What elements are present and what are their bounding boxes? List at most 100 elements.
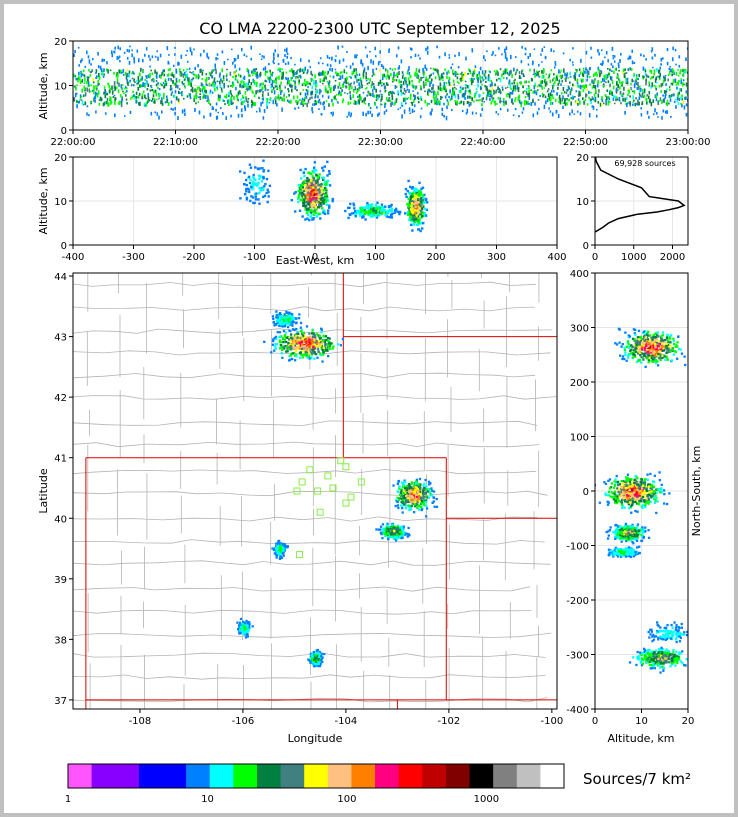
source-point (597, 66, 600, 71)
source-point (451, 93, 453, 98)
source-point (595, 71, 598, 75)
source-point (295, 327, 298, 331)
source-point (292, 320, 295, 324)
source-point (215, 69, 217, 75)
source-point (278, 67, 280, 71)
source-point (79, 77, 81, 81)
source-point (299, 92, 302, 96)
source-point (285, 77, 287, 79)
source-point (397, 479, 401, 483)
source-point (375, 67, 378, 70)
source-point (431, 108, 433, 112)
source-point (77, 46, 80, 49)
source-point (409, 494, 412, 497)
source-point (79, 80, 82, 85)
source-point (129, 79, 132, 82)
source-point (145, 97, 147, 100)
source-point (631, 49, 633, 53)
source-point (246, 68, 249, 72)
source-point (291, 339, 294, 342)
source-point (113, 50, 116, 54)
source-point (406, 488, 409, 492)
source-point (479, 76, 481, 80)
source-point (319, 88, 321, 94)
source-point (626, 103, 628, 108)
source-point (403, 479, 406, 482)
source-point (596, 108, 598, 111)
source-point (440, 74, 443, 79)
source-point (484, 73, 486, 76)
source-point (183, 108, 186, 113)
source-point (474, 93, 476, 97)
source-point (312, 210, 315, 213)
source-point (337, 45, 339, 50)
county-line (73, 441, 540, 448)
source-point (413, 500, 416, 503)
source-point (417, 228, 420, 231)
source-point (191, 51, 193, 56)
source-point (600, 80, 603, 83)
source-point (492, 97, 495, 100)
source-point (515, 71, 517, 74)
source-point (557, 83, 560, 86)
source-point (633, 84, 636, 89)
source-point (613, 55, 616, 58)
source-point (325, 192, 328, 195)
source-point (473, 78, 475, 80)
source-point (232, 61, 234, 65)
source-point (303, 180, 306, 183)
source-point (489, 70, 491, 74)
source-point (244, 105, 246, 109)
source-point (213, 77, 216, 81)
source-point (102, 75, 105, 78)
source-point (314, 82, 317, 85)
source-point (540, 53, 542, 56)
source-point (304, 218, 307, 221)
source-point (197, 76, 200, 79)
source-point (151, 89, 153, 92)
source-point (561, 92, 563, 95)
source-point (254, 198, 258, 201)
source-point (189, 97, 192, 100)
source-point (199, 96, 202, 101)
source-point (416, 203, 419, 206)
source-point (494, 83, 496, 87)
source-point (417, 54, 420, 57)
source-point (244, 107, 247, 112)
source-point (343, 81, 345, 84)
source-point (94, 91, 97, 96)
source-point (324, 335, 328, 338)
source-point (551, 112, 554, 117)
source-point (417, 219, 420, 223)
source-point (100, 68, 103, 73)
source-point (568, 87, 570, 90)
source-point (554, 98, 557, 103)
source-point (222, 78, 225, 82)
source-point (195, 102, 197, 105)
source-point (203, 49, 205, 53)
source-point (458, 82, 460, 84)
source-point (442, 79, 444, 81)
source-point (312, 178, 316, 182)
source-point (278, 331, 282, 334)
source-point (423, 503, 426, 507)
source-point (362, 72, 365, 77)
source-point (565, 75, 568, 79)
source-point (336, 101, 339, 103)
source-point (300, 330, 303, 333)
source-point (503, 100, 505, 103)
source-point (158, 97, 160, 100)
source-point (578, 68, 581, 71)
source-point (293, 354, 297, 357)
source-point (312, 168, 316, 172)
source-point (183, 71, 186, 75)
source-point (378, 112, 380, 116)
source-point (328, 204, 331, 207)
source-point (551, 102, 554, 105)
source-point (382, 208, 385, 211)
source-point (403, 487, 407, 490)
source-point (128, 60, 131, 65)
source-point (609, 83, 611, 88)
source-point (232, 75, 234, 79)
source-point (170, 78, 173, 82)
